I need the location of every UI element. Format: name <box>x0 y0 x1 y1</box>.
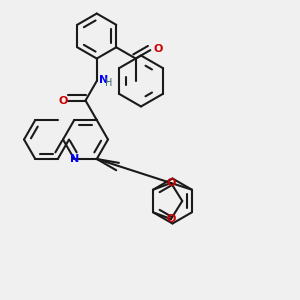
Text: H: H <box>105 77 112 88</box>
Text: N: N <box>99 75 108 85</box>
Text: N: N <box>70 154 79 164</box>
Text: O: O <box>58 95 68 106</box>
Text: O: O <box>166 214 176 224</box>
Text: O: O <box>166 178 176 188</box>
Text: O: O <box>153 44 163 54</box>
